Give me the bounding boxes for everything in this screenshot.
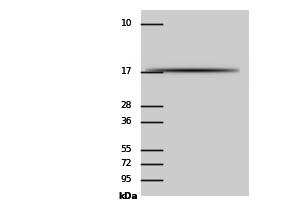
Text: 28: 28 (121, 102, 132, 110)
Text: 95: 95 (121, 176, 132, 184)
Text: 17: 17 (121, 68, 132, 76)
Text: kDa: kDa (118, 192, 138, 200)
Text: 10: 10 (121, 20, 132, 28)
Bar (144, 12, 246, 194)
Text: 36: 36 (121, 117, 132, 127)
Bar (141, 10, 249, 196)
Text: 36: 36 (121, 117, 132, 127)
Text: 72: 72 (121, 160, 132, 168)
Text: 28: 28 (121, 102, 132, 110)
Text: 55: 55 (121, 146, 132, 154)
Text: 10: 10 (121, 20, 132, 28)
Text: 55: 55 (121, 146, 132, 154)
Text: 72: 72 (121, 160, 132, 168)
Text: 95: 95 (121, 176, 132, 184)
Text: 17: 17 (121, 68, 132, 76)
Text: kDa: kDa (118, 192, 138, 200)
